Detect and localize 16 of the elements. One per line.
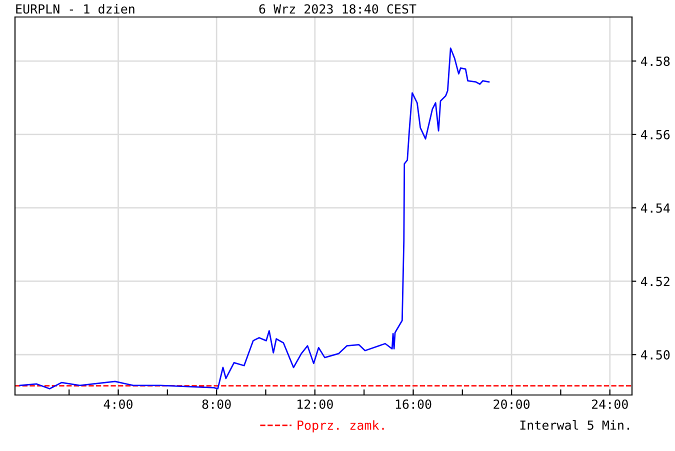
legend-label: Poprz. zamk.: [298, 420, 384, 432]
line-series: [19, 48, 490, 390]
x-tick-label: 12:00: [298, 399, 333, 409]
chart-subtitle: 6 Wrz 2023 18:40 CEST: [259, 4, 416, 14]
x-tick-label: 8:00: [202, 399, 231, 409]
y-tick-label: 4.58: [640, 56, 670, 66]
y-tick-label: 4.50: [640, 350, 670, 360]
y-tick-label: 4.52: [640, 276, 670, 286]
x-tick-label: 16:00: [396, 399, 432, 409]
chart-title: EURPLN - 1 dzien: [16, 4, 134, 14]
x-tick-label: 4:00: [104, 399, 132, 409]
x-tick-label: 20:00: [494, 399, 530, 409]
text: Interwal 5 Min.: [520, 420, 629, 430]
x-tick-label: 24:00: [592, 399, 628, 409]
y-tick-label: 4.54: [640, 204, 670, 213]
y-tick-label: 4.56: [640, 130, 670, 140]
